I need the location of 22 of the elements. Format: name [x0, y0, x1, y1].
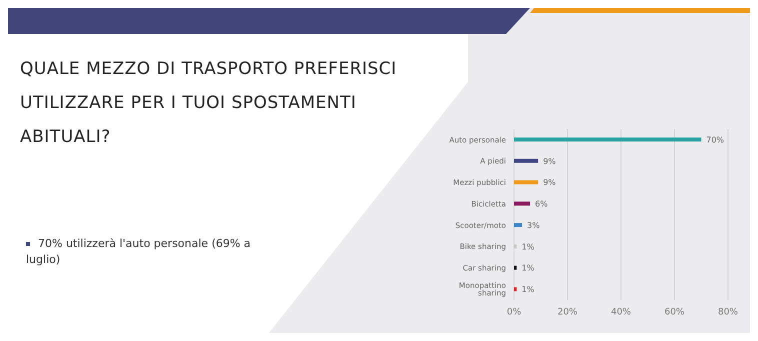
bar — [514, 180, 538, 184]
data-label: 3% — [527, 220, 540, 230]
bar — [514, 287, 517, 292]
text: QUALE MEZZO DI TRASPORTO PREFERISCI UTILIZZARE PER I TUOI SPOSTAMENTI ABITUALI? — [20, 58, 398, 149]
bar — [514, 158, 538, 163]
data-label: 1% — [522, 242, 535, 252]
data-label: 9% — [543, 156, 556, 166]
bar — [514, 138, 702, 142]
bar — [514, 223, 522, 228]
x-tick-label: 0% — [506, 307, 522, 318]
bar — [514, 202, 530, 206]
bar — [514, 266, 517, 270]
x-tick-label: 20% — [557, 307, 578, 318]
data-label: 6% — [535, 200, 548, 209]
x-tick-label: 80% — [718, 307, 738, 318]
x-tick-label: 60% — [664, 307, 685, 318]
data-label: 1% — [522, 285, 535, 294]
data-label: 9% — [543, 178, 556, 188]
data-label: 70% — [706, 135, 724, 144]
x-tick-label: 40% — [610, 307, 632, 318]
data-label: 1% — [522, 264, 535, 273]
text: 70% utilizzerà l'auto personale (69% a luglio) — [26, 237, 251, 266]
